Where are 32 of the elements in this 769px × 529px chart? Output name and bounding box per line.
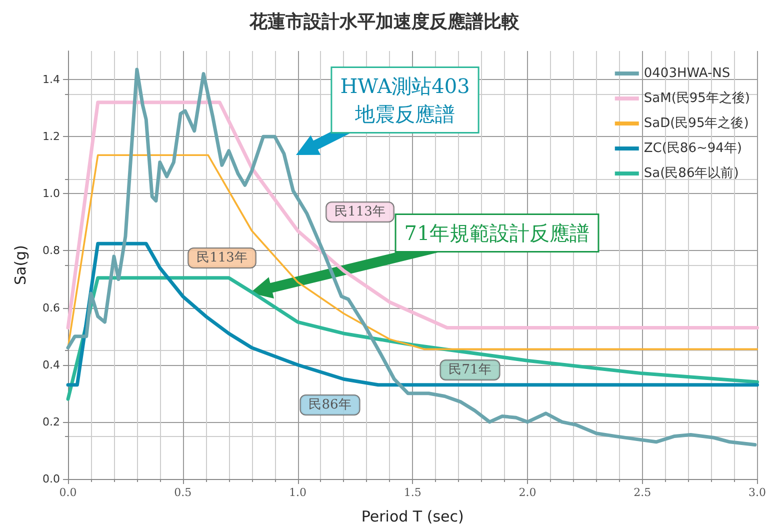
y-axis-title: Sa(g) xyxy=(12,245,30,285)
x-tick-label: 3.0 xyxy=(748,486,766,499)
x-tick-label: 1.5 xyxy=(404,486,422,499)
annotation: 民113年 xyxy=(334,204,386,220)
legend-label: Sa(民86年以前) xyxy=(644,166,739,181)
annotation: 民71年 xyxy=(448,362,492,378)
legend-label: ZC(民86~94年) xyxy=(644,141,742,156)
y-tick-label: 0.6 xyxy=(42,301,60,314)
line-series xyxy=(67,154,758,350)
y-tick-label: 0.8 xyxy=(42,244,60,258)
y-tick-label: 0.2 xyxy=(42,415,60,428)
y-tick-label: 1.2 xyxy=(42,130,60,144)
x-tick-label: 0.0 xyxy=(59,486,77,499)
annotation: 71年規範設計反應譜 xyxy=(404,221,590,245)
x-axis-title: Period T (sec) xyxy=(361,508,464,526)
y-tick-label: 0.4 xyxy=(42,358,60,372)
x-tick-label: 1.0 xyxy=(289,486,306,499)
chart-title: 花蓮市設計水平加速度反應譜比較 xyxy=(248,12,520,32)
annotation: 民86年 xyxy=(308,398,352,412)
line-series xyxy=(66,68,757,447)
x-tick-label: 0.5 xyxy=(174,486,192,499)
x-tick-label: 2.0 xyxy=(518,486,536,499)
annotation: 民113年 xyxy=(196,250,248,266)
annotation: HWA測站403 地震反應譜 xyxy=(340,74,470,126)
legend-label: SaD(民95年之後) xyxy=(644,116,749,131)
legend-label: 0403HWA-NS xyxy=(644,66,730,81)
x-tick-label: 2.5 xyxy=(634,486,652,499)
line-series xyxy=(66,242,760,387)
legend-label: SaM(民95年之後) xyxy=(644,91,750,106)
y-tick-label: 1.4 xyxy=(42,73,60,86)
y-tick-label: 0.0 xyxy=(42,472,60,486)
y-tick-label: 1.0 xyxy=(42,187,60,200)
